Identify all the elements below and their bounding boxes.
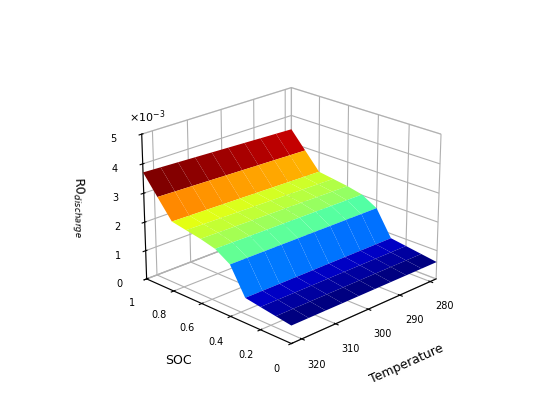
Text: $\times10^{-3}$: $\times10^{-3}$ bbox=[129, 108, 165, 125]
X-axis label: Temperature: Temperature bbox=[367, 342, 445, 386]
Y-axis label: SOC: SOC bbox=[166, 354, 192, 367]
